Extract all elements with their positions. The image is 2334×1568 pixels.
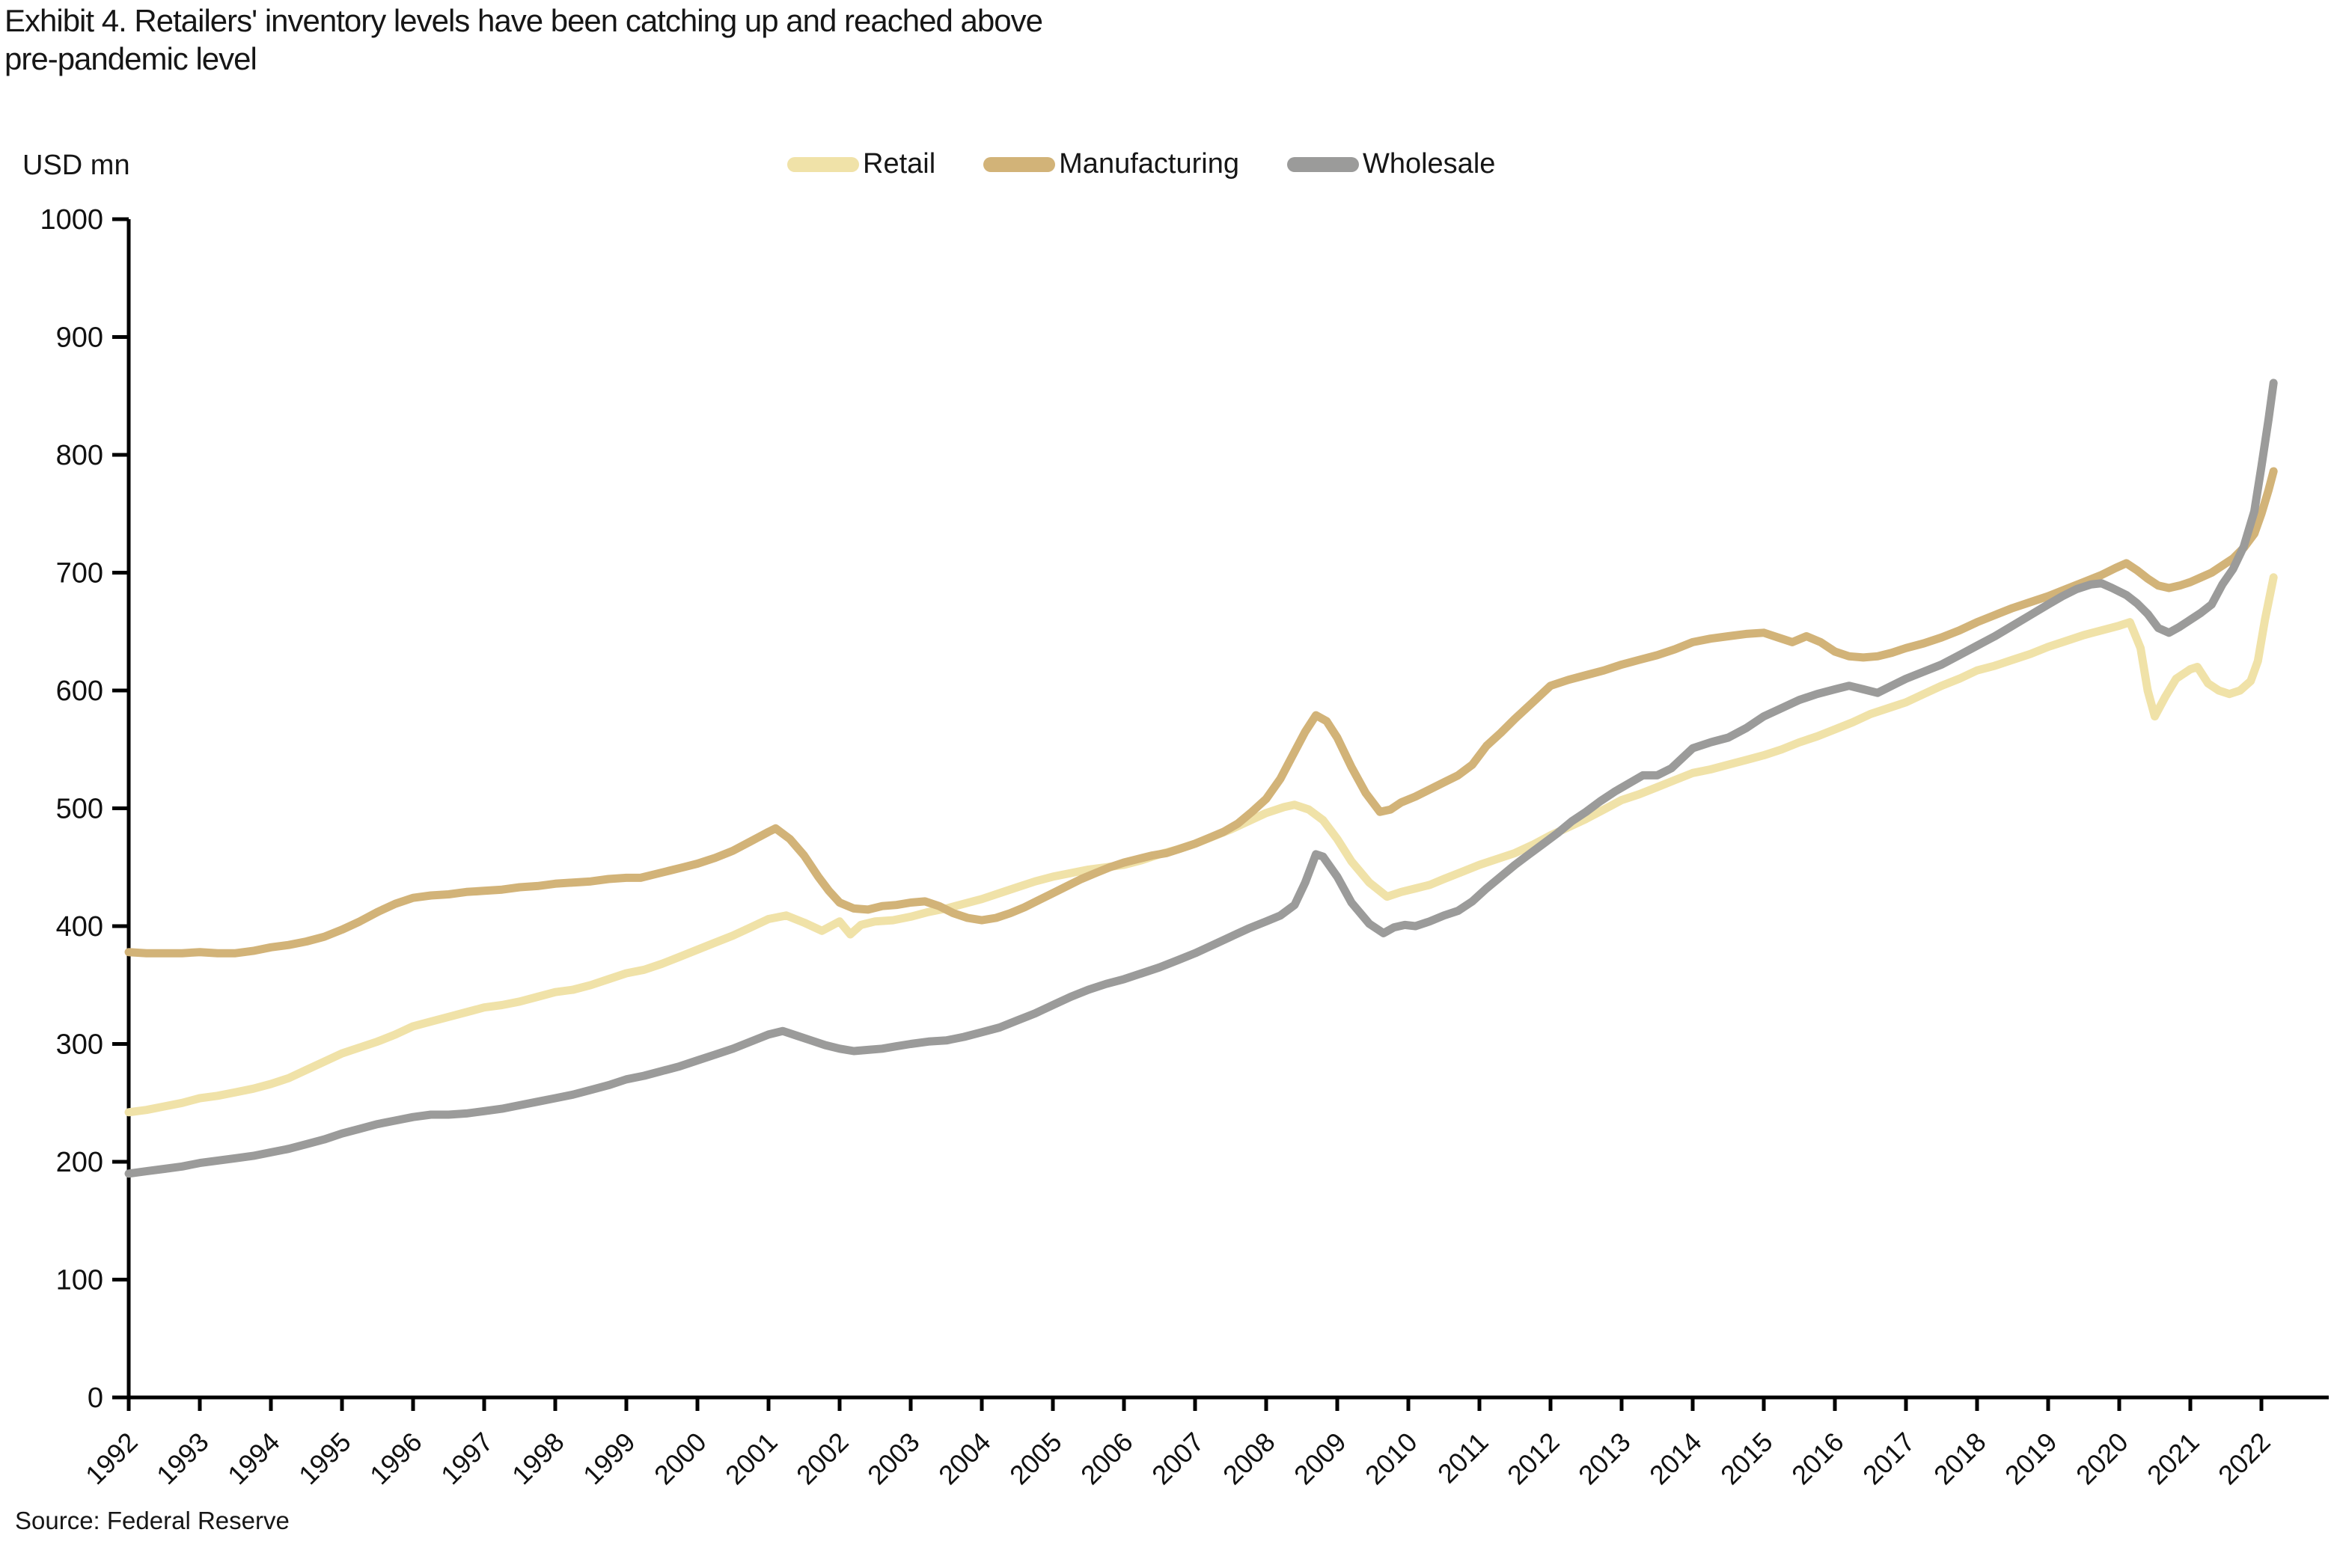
x-tick-label: 1994 bbox=[222, 1427, 286, 1491]
x-tick-label: 2003 bbox=[861, 1427, 926, 1491]
y-tick-label: 100 bbox=[56, 1265, 103, 1296]
x-tick-label: 2010 bbox=[1359, 1427, 1423, 1491]
x-tick-label: 2008 bbox=[1217, 1427, 1281, 1491]
y-tick-label: 1000 bbox=[40, 204, 103, 236]
x-tick-label: 2014 bbox=[1643, 1427, 1708, 1491]
x-tick-label: 2015 bbox=[1714, 1427, 1779, 1491]
y-tick-label: 300 bbox=[56, 1029, 103, 1061]
y-tick-label: 900 bbox=[56, 322, 103, 354]
y-tick-label: 600 bbox=[56, 676, 103, 707]
x-tick-label: 2002 bbox=[790, 1427, 855, 1491]
series-line-wholesale bbox=[124, 379, 2278, 1178]
series-line-manufacturing bbox=[124, 467, 2278, 958]
x-tick-label: 1996 bbox=[364, 1427, 428, 1491]
x-tick-label: 2012 bbox=[1501, 1427, 1565, 1491]
y-tick-label: 0 bbox=[88, 1382, 103, 1414]
x-tick-label: 2007 bbox=[1146, 1427, 1210, 1491]
x-tick-label: 1992 bbox=[79, 1427, 144, 1491]
x-tick-label: 2019 bbox=[1999, 1427, 2063, 1491]
x-tick-label: 1995 bbox=[293, 1427, 357, 1491]
series-line-retail bbox=[124, 573, 2278, 1117]
legend-item-wholesale: Wholesale bbox=[1286, 148, 1496, 180]
x-tick-label: 2004 bbox=[932, 1427, 997, 1491]
x-tick-label: 2000 bbox=[648, 1427, 712, 1491]
y-axis-unit-label: USD mn bbox=[22, 150, 130, 181]
legend-swatch-retail bbox=[787, 156, 859, 172]
x-tick-label: 1998 bbox=[506, 1427, 570, 1491]
legend-item-manufacturing: Manufacturing bbox=[983, 148, 1239, 180]
x-tick-label: 2016 bbox=[1785, 1427, 1850, 1491]
y-tick-label: 700 bbox=[56, 558, 103, 589]
x-tick-label: 2001 bbox=[719, 1427, 783, 1491]
page-title: Exhibit 4. Retailers' inventory levels h… bbox=[4, 1, 1043, 78]
y-tick-label: 200 bbox=[56, 1147, 103, 1178]
y-tick-label: 500 bbox=[56, 794, 103, 825]
x-tick-label: 1997 bbox=[435, 1427, 499, 1491]
x-tick-label: 2018 bbox=[1928, 1427, 1992, 1491]
chart-legend: Retail Manufacturing Wholesale bbox=[787, 148, 1495, 180]
x-tick-label: 1999 bbox=[577, 1427, 641, 1491]
x-tick-label: 2013 bbox=[1572, 1427, 1637, 1491]
legend-swatch-manufacturing bbox=[983, 156, 1056, 172]
legend-swatch-wholesale bbox=[1286, 156, 1359, 172]
legend-label-manufacturing: Manufacturing bbox=[1059, 148, 1239, 180]
x-tick-label: 2009 bbox=[1288, 1427, 1352, 1491]
legend-label-wholesale: Wholesale bbox=[1362, 148, 1496, 180]
legend-label-retail: Retail bbox=[863, 148, 936, 180]
x-tick-label: 2022 bbox=[2212, 1427, 2276, 1491]
x-tick-label: 2020 bbox=[2070, 1427, 2134, 1491]
page-title-line1: Exhibit 4. Retailers' inventory levels h… bbox=[4, 3, 1043, 38]
x-tick-label: 2011 bbox=[1432, 1427, 1494, 1489]
x-tick-label: 2017 bbox=[1857, 1427, 1921, 1491]
source-note: Source: Federal Reserve bbox=[15, 1507, 290, 1534]
page-title-line2: pre-pandemic level bbox=[4, 41, 257, 77]
y-tick-label: 400 bbox=[56, 911, 103, 943]
legend-item-retail: Retail bbox=[787, 148, 935, 180]
x-tick-label: 2005 bbox=[1003, 1427, 1068, 1491]
x-tick-label: 2021 bbox=[2141, 1427, 2205, 1491]
y-tick-label: 800 bbox=[56, 440, 103, 471]
x-tick-label: 1993 bbox=[150, 1427, 215, 1491]
x-tick-label: 2006 bbox=[1075, 1427, 1139, 1491]
